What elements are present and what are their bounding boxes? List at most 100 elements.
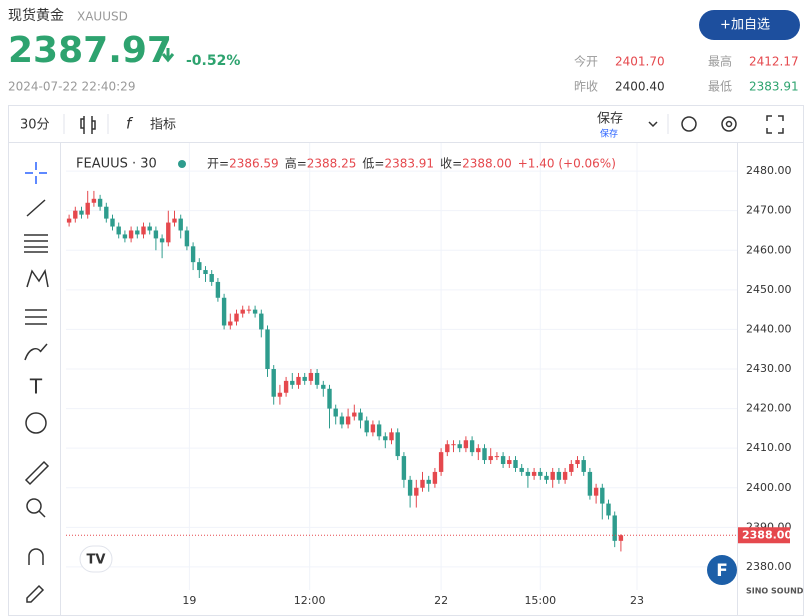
candle-body <box>482 448 487 461</box>
candle-body <box>587 471 593 496</box>
legend-title: FEAUUS · 30 <box>76 157 157 172</box>
y-tick-label: 2420.00 <box>746 402 792 415</box>
last-price-label: 2388.00 <box>742 528 792 541</box>
candle-body <box>593 487 599 496</box>
y-tick-label: 2400.00 <box>746 481 792 494</box>
candle-body <box>265 329 270 370</box>
last-price-tag <box>738 527 790 544</box>
fib-tool[interactable] <box>24 234 48 253</box>
alert-icon[interactable] <box>681 116 697 132</box>
forecast-tool[interactable] <box>25 309 47 325</box>
legend-key: 高= <box>285 156 307 171</box>
y-tick-label: 2440.00 <box>746 322 792 335</box>
badge <box>707 555 737 585</box>
candle-body <box>271 369 276 397</box>
dropdown[interactable] <box>648 121 658 128</box>
legend-key: 开= <box>207 157 229 171</box>
candle-body <box>575 460 580 465</box>
ruler-tool[interactable] <box>24 460 50 486</box>
button-label[interactable]: 加自选 <box>731 18 770 33</box>
candle-body <box>401 456 407 480</box>
candle-body <box>314 372 320 385</box>
legend-value: 2388.00 <box>462 157 512 171</box>
candle-body <box>463 440 469 449</box>
line-tool[interactable] <box>26 199 46 217</box>
candle-body <box>562 471 568 480</box>
stat-value: 2383.91 <box>749 80 799 94</box>
candle-icon[interactable] <box>80 116 96 134</box>
candle-body <box>296 376 301 385</box>
x-tick-label: 19 <box>182 594 196 607</box>
save[interactable]: 保存 <box>597 112 623 127</box>
candle-body <box>197 262 202 271</box>
crosshair-tool[interactable] <box>25 162 47 184</box>
candle-body <box>426 479 431 484</box>
candle-body <box>259 313 264 330</box>
candle-body <box>147 226 152 231</box>
candle-body <box>445 444 450 453</box>
candle-body <box>203 270 208 275</box>
magnet-tool[interactable] <box>28 548 44 565</box>
candle-body <box>66 218 72 223</box>
text-tool[interactable]: T <box>29 375 43 399</box>
brush-tool[interactable] <box>24 343 48 361</box>
candle-body <box>494 456 500 458</box>
candle-body <box>97 198 103 207</box>
fx-icon[interactable]: f <box>126 115 134 133</box>
stat-value: 2412.17 <box>749 55 799 69</box>
candle-body <box>166 222 171 243</box>
candle-body <box>85 202 90 215</box>
candle-body <box>302 376 307 381</box>
candle-body <box>457 444 462 449</box>
plot: 2380.002390.002400.002410.002420.002430.… <box>66 143 792 607</box>
legend-dot <box>178 160 186 168</box>
indicators[interactable]: 指标 <box>150 118 176 133</box>
fullscreen-icon[interactable] <box>766 115 784 134</box>
candle-body <box>221 297 227 326</box>
button-plus[interactable]: + <box>720 18 731 33</box>
candle-body <box>581 460 586 472</box>
candle-body <box>600 487 605 504</box>
tv-logo-text: TV <box>87 553 106 568</box>
zoom-handle[interactable] <box>38 510 46 518</box>
candle-body <box>110 218 115 227</box>
candle-body <box>488 456 493 461</box>
add-button[interactable]: + 加自选 <box>699 10 800 40</box>
candle-body <box>395 432 400 457</box>
candle-body <box>513 460 518 468</box>
candle-body <box>246 309 252 311</box>
legend-value: 2386.59 <box>229 157 279 171</box>
candle-body <box>79 210 84 215</box>
candle-body <box>383 436 388 441</box>
y-tick-label: 2410.00 <box>746 441 792 454</box>
candle-body <box>544 475 549 480</box>
candle-body <box>116 226 121 235</box>
settings-icon[interactable] <box>721 116 737 132</box>
pattern-tool[interactable] <box>26 268 49 288</box>
candle-body <box>327 388 332 409</box>
legend-value: 2383.91 <box>384 157 434 171</box>
legend-key: 低= <box>362 157 384 171</box>
candle-body <box>333 408 338 417</box>
lock-tool[interactable] <box>26 584 45 603</box>
candle-body <box>507 460 512 465</box>
candle-body <box>172 218 177 223</box>
zoom-tool[interactable] <box>26 498 42 514</box>
button-bg[interactable] <box>699 10 800 40</box>
stat-value: 2401.70 <box>615 55 665 69</box>
candle-body <box>438 452 444 472</box>
candle-body <box>389 432 394 441</box>
interval[interactable]: 30分 <box>20 118 50 133</box>
candle-body <box>321 384 326 389</box>
settings-icon-center[interactable] <box>725 120 733 128</box>
drawing-tools[interactable]: T <box>24 162 50 603</box>
save-sub[interactable]: 保存 <box>600 128 618 140</box>
candle-body <box>73 210 78 219</box>
candle-body <box>538 471 543 476</box>
candle-body <box>451 444 456 446</box>
candle-body <box>283 380 289 393</box>
candle-body <box>420 479 425 488</box>
candle-body <box>122 234 128 239</box>
emoji-tool[interactable] <box>25 412 47 434</box>
